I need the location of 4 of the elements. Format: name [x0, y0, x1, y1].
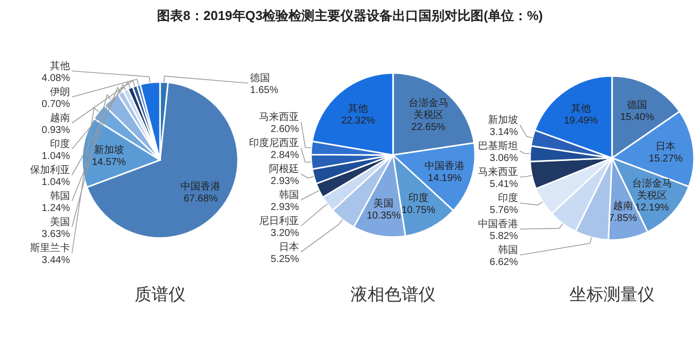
title: 坐标测量仪 — [570, 285, 654, 304]
title: 液相色谱仪 — [350, 285, 436, 304]
annotation: 图表8：2019年Q3检验检测主要仪器设备出口国别对比图(单位：%) — [157, 8, 543, 23]
title: 质谱仪 — [134, 285, 186, 304]
